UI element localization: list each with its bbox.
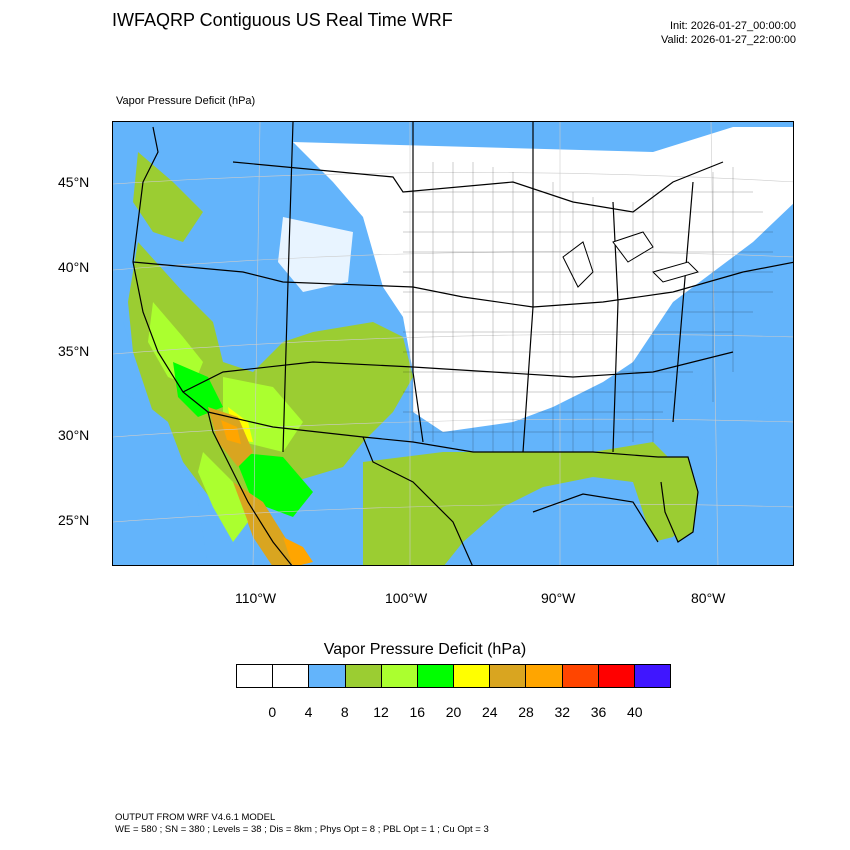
init-time: Init: 2026-01-27_00:00:00 bbox=[670, 20, 796, 32]
orange-desert bbox=[221, 420, 241, 444]
florida bbox=[658, 457, 698, 542]
lon-label-90: 90°W bbox=[541, 590, 576, 606]
colorbar-box bbox=[309, 665, 346, 687]
colorbar-title: Vapor Pressure Deficit (hPa) bbox=[323, 641, 527, 658]
colorbar-tick-label: 24 bbox=[481, 704, 498, 720]
colorbar-tick-label: 28 bbox=[518, 704, 534, 720]
green-gulf bbox=[363, 442, 688, 565]
green-west bbox=[128, 242, 413, 502]
lat-label-35: 35°N bbox=[58, 343, 90, 359]
map-panel bbox=[112, 121, 794, 566]
colorbar-tick-label: 8 bbox=[340, 704, 349, 720]
colorbar-box bbox=[598, 665, 635, 687]
colorbar-box bbox=[634, 665, 671, 687]
colorbar-box bbox=[490, 665, 527, 687]
valid-time: Valid: 2026-01-27_22:00:00 bbox=[661, 34, 796, 46]
model-info-line1: OUTPUT FROM WRF V4.6.1 MODEL bbox=[115, 812, 276, 823]
lon-label-100: 100°W bbox=[385, 590, 428, 606]
white-zone-north bbox=[293, 127, 793, 432]
colorbar-tick-label: 32 bbox=[554, 704, 571, 720]
colorbar-tick-label: 0 bbox=[268, 704, 277, 720]
lat-label-30: 30°N bbox=[58, 427, 90, 443]
colorbar-tick-label: 36 bbox=[590, 704, 607, 720]
colorbar-box bbox=[237, 665, 274, 687]
vpd-map bbox=[113, 122, 793, 565]
white-zone-coast bbox=[673, 302, 793, 442]
colorbar-box bbox=[345, 665, 382, 687]
green-northwest bbox=[133, 152, 203, 242]
gulf-of-mexico bbox=[445, 494, 672, 565]
field-label: Vapor Pressure Deficit (hPa) bbox=[116, 95, 256, 107]
colorbar-box bbox=[526, 665, 563, 687]
lon-label-110: 110°W bbox=[235, 590, 277, 606]
colorbar-tick-label: 20 bbox=[445, 704, 462, 720]
graticule bbox=[113, 122, 793, 565]
lat-label-40: 40°N bbox=[58, 259, 90, 275]
atlantic-ocean bbox=[703, 383, 793, 565]
brightgreen-socal bbox=[173, 362, 223, 417]
colorbar-tick-label: 4 bbox=[304, 704, 313, 720]
model-info-line2: WE = 580 ; SN = 380 ; Levels = 38 ; Dis … bbox=[115, 824, 489, 835]
colorbar-box bbox=[454, 665, 491, 687]
county-lines bbox=[403, 162, 773, 452]
plot-title: IWFAQRP Contiguous US Real Time WRF bbox=[112, 10, 453, 30]
borders bbox=[132, 122, 793, 565]
lightgreen-baja bbox=[198, 452, 248, 542]
lat-label-25: 25°N bbox=[58, 512, 90, 528]
colorbar bbox=[236, 664, 671, 688]
colorbar-tick-label: 16 bbox=[409, 704, 426, 720]
colorbar-tick-label: 12 bbox=[373, 704, 389, 720]
white-zone-snow-rockies bbox=[278, 217, 353, 292]
orange-baja bbox=[283, 537, 313, 565]
lon-label-80: 80°W bbox=[691, 590, 726, 606]
lightgreen-california bbox=[148, 302, 203, 387]
colorbar-box bbox=[562, 665, 599, 687]
colorbar-tick-label: 40 bbox=[626, 704, 643, 720]
colorbar-box bbox=[273, 665, 310, 687]
colorbar-box bbox=[381, 665, 418, 687]
colorbar-box bbox=[417, 665, 455, 687]
lat-label-45: 45°N bbox=[58, 174, 90, 190]
